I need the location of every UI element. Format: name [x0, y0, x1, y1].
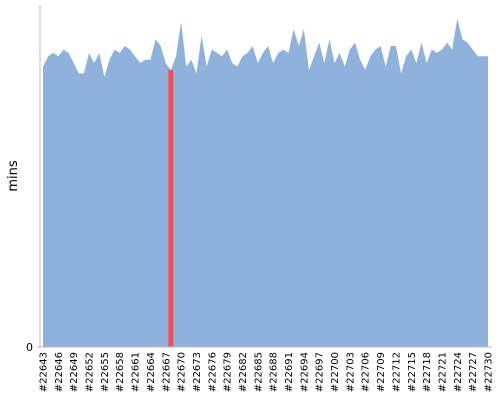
- x-tick-label: #22730: [484, 352, 495, 392]
- x-tick-label: #22718: [422, 352, 433, 392]
- x-tick-label: #22688: [269, 352, 280, 392]
- y-axis-label: mins: [6, 160, 21, 192]
- highlight-bar: [168, 69, 174, 347]
- x-tick-label: #22658: [115, 352, 126, 392]
- x-tick-label: #22679: [223, 352, 234, 392]
- x-tick-label: #22691: [284, 352, 295, 392]
- x-tick-label: #22646: [54, 352, 65, 392]
- x-tick-label: #22661: [131, 352, 142, 392]
- x-tick-label: #22682: [238, 352, 249, 392]
- y-tick-label: 0: [26, 341, 33, 354]
- x-tick-label: #22721: [437, 352, 448, 392]
- x-tick-label: #22652: [85, 352, 96, 392]
- x-tick-label: #22667: [161, 352, 172, 392]
- x-tick-label: #22676: [207, 352, 218, 392]
- x-tick-label: #22709: [376, 352, 387, 392]
- x-tick-label: #22727: [468, 352, 479, 392]
- x-tick-label: #22685: [253, 352, 264, 392]
- x-tick-label: #22706: [361, 352, 372, 392]
- area: [43, 18, 488, 348]
- x-tick-label: #22697: [315, 352, 326, 392]
- x-tick-label: #22694: [299, 352, 310, 392]
- x-tick-label: #22670: [177, 352, 188, 392]
- x-tick-label: #22724: [453, 352, 464, 392]
- x-tick-label: #22700: [330, 352, 341, 392]
- x-tick-label: #22649: [69, 352, 80, 392]
- x-tick-label: #22643: [39, 352, 50, 392]
- x-tick-label: #22703: [345, 352, 356, 392]
- x-tick-label: #22715: [407, 352, 418, 392]
- x-tick-label: #22712: [391, 352, 402, 392]
- x-tick-label: #22655: [100, 352, 111, 392]
- x-tick-label: #22664: [146, 352, 157, 392]
- x-tick-label: #22673: [192, 352, 203, 392]
